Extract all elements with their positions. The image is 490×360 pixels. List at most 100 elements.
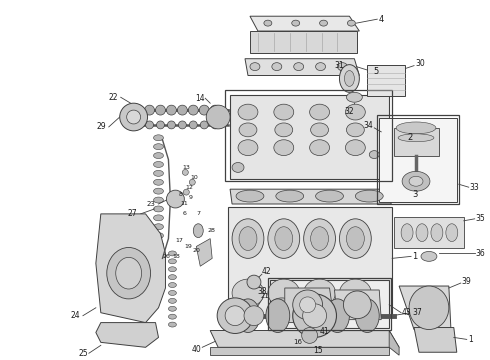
Text: 40: 40 <box>192 345 201 354</box>
Polygon shape <box>245 59 359 76</box>
Text: 7: 7 <box>196 211 200 216</box>
Ellipse shape <box>268 279 300 307</box>
Text: 27: 27 <box>128 210 138 219</box>
Bar <box>379 118 457 202</box>
Ellipse shape <box>153 179 164 185</box>
Ellipse shape <box>355 190 383 202</box>
Text: 9: 9 <box>188 195 192 199</box>
Ellipse shape <box>294 63 304 71</box>
Ellipse shape <box>153 162 164 167</box>
Text: 1: 1 <box>468 335 472 344</box>
Text: 30: 30 <box>415 59 425 68</box>
Ellipse shape <box>169 306 176 311</box>
Ellipse shape <box>177 199 183 205</box>
Ellipse shape <box>177 105 187 115</box>
Ellipse shape <box>238 104 258 120</box>
Ellipse shape <box>275 227 293 251</box>
Ellipse shape <box>193 224 203 238</box>
Ellipse shape <box>340 279 371 307</box>
Ellipse shape <box>206 105 230 129</box>
Text: 18: 18 <box>172 254 180 259</box>
Ellipse shape <box>264 20 272 26</box>
Ellipse shape <box>369 150 379 158</box>
Ellipse shape <box>169 259 176 264</box>
Ellipse shape <box>316 63 325 71</box>
Ellipse shape <box>153 188 164 194</box>
Text: 39: 39 <box>462 276 471 285</box>
Text: 5: 5 <box>373 67 378 76</box>
Text: 42: 42 <box>262 267 271 276</box>
Text: 4: 4 <box>378 15 384 24</box>
Ellipse shape <box>236 190 264 202</box>
Ellipse shape <box>346 227 365 251</box>
Bar <box>377 115 459 204</box>
Ellipse shape <box>346 123 365 137</box>
Ellipse shape <box>217 298 253 333</box>
Ellipse shape <box>156 121 165 129</box>
Ellipse shape <box>232 219 264 258</box>
Ellipse shape <box>153 153 164 158</box>
Text: 1: 1 <box>412 252 417 261</box>
Ellipse shape <box>402 171 430 191</box>
Ellipse shape <box>178 121 186 129</box>
Ellipse shape <box>244 306 264 325</box>
Ellipse shape <box>275 123 293 137</box>
Ellipse shape <box>396 122 436 134</box>
Ellipse shape <box>272 63 282 71</box>
Polygon shape <box>335 290 381 320</box>
Ellipse shape <box>236 299 260 333</box>
Ellipse shape <box>300 297 316 313</box>
Text: 17: 17 <box>175 238 183 243</box>
Ellipse shape <box>210 105 220 115</box>
Ellipse shape <box>169 283 176 288</box>
Polygon shape <box>196 239 212 266</box>
Ellipse shape <box>239 123 257 137</box>
Ellipse shape <box>266 299 290 333</box>
Bar <box>394 128 439 156</box>
Text: 38: 38 <box>257 288 267 297</box>
Ellipse shape <box>409 176 423 186</box>
Text: 3: 3 <box>412 190 417 199</box>
Polygon shape <box>96 323 158 347</box>
Ellipse shape <box>421 251 437 261</box>
Ellipse shape <box>304 279 336 307</box>
Ellipse shape <box>325 299 349 333</box>
Text: 36: 36 <box>476 249 486 258</box>
Ellipse shape <box>134 105 144 115</box>
Text: 21: 21 <box>261 293 270 299</box>
Text: 10: 10 <box>190 175 198 180</box>
Ellipse shape <box>316 190 343 202</box>
Ellipse shape <box>295 299 319 333</box>
Ellipse shape <box>167 190 184 208</box>
Text: 14: 14 <box>196 94 205 103</box>
Ellipse shape <box>146 121 153 129</box>
Text: 33: 33 <box>470 183 480 192</box>
Ellipse shape <box>340 65 359 92</box>
Ellipse shape <box>304 219 336 258</box>
Ellipse shape <box>302 328 318 343</box>
Ellipse shape <box>189 179 196 185</box>
Ellipse shape <box>107 247 150 299</box>
Ellipse shape <box>416 224 428 242</box>
Ellipse shape <box>401 224 413 242</box>
Bar <box>368 65 405 96</box>
Text: 11: 11 <box>180 202 188 207</box>
Polygon shape <box>96 214 166 323</box>
Ellipse shape <box>169 298 176 303</box>
Bar <box>394 217 464 248</box>
Ellipse shape <box>340 219 371 258</box>
Polygon shape <box>210 347 389 355</box>
Polygon shape <box>399 286 451 329</box>
Ellipse shape <box>153 277 164 283</box>
Ellipse shape <box>153 135 164 141</box>
Ellipse shape <box>189 121 197 129</box>
Ellipse shape <box>145 105 154 115</box>
Ellipse shape <box>232 279 264 307</box>
Ellipse shape <box>199 105 209 115</box>
Bar <box>230 95 389 179</box>
Ellipse shape <box>153 215 164 221</box>
Ellipse shape <box>431 224 443 242</box>
Ellipse shape <box>319 20 327 26</box>
Ellipse shape <box>168 121 175 129</box>
Text: 35: 35 <box>476 214 486 223</box>
